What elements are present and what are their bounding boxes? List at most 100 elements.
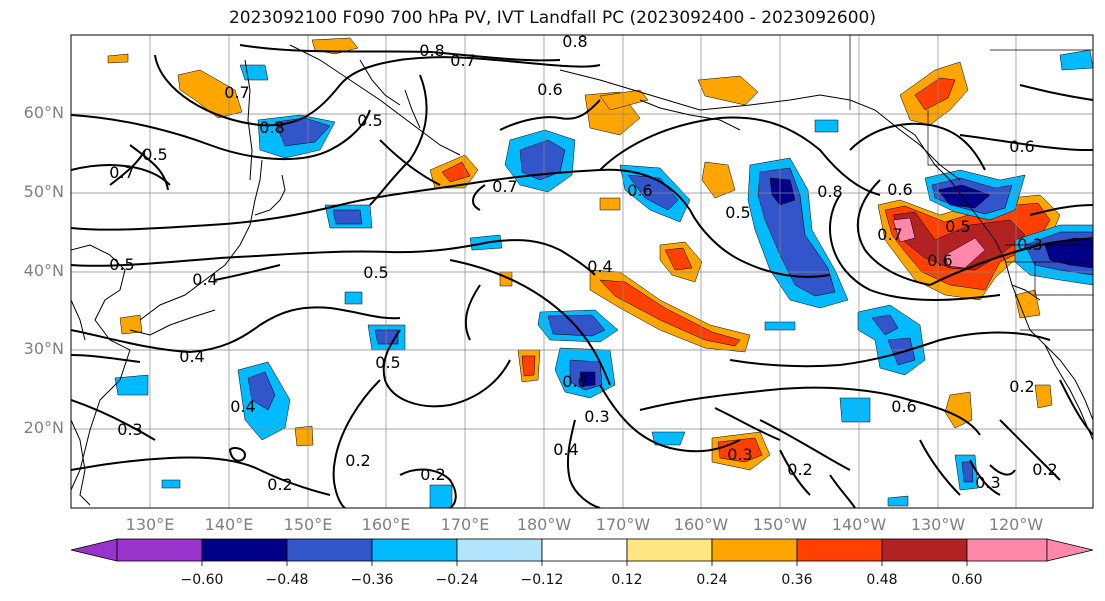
anomaly-positive — [944, 391, 973, 429]
lon-label: 170°E — [440, 515, 490, 534]
lon-label: 130°W — [910, 515, 966, 534]
lon-label: 140°W — [831, 515, 887, 534]
contour-label: 0.5 — [142, 145, 167, 164]
contour-label: 0.7 — [109, 163, 134, 182]
anomaly-negative — [887, 495, 909, 507]
anomaly-negative — [247, 371, 276, 411]
anomaly-negative — [651, 431, 686, 446]
contour-label: 0.2 — [1032, 460, 1057, 479]
colorbar-segment — [116, 538, 203, 562]
contour-label: 0.6 — [887, 180, 912, 199]
lon-label: 150°W — [752, 515, 808, 534]
contour-label: 0.6 — [627, 181, 652, 200]
contour-label: 0.3 — [975, 473, 1000, 492]
map-title: 2023092100 F090 700 hPa PV, IVT Landfall… — [228, 8, 876, 28]
colorbar-tick-label: −0.60 — [180, 572, 224, 588]
lon-label: 160°W — [673, 515, 729, 534]
anomaly-negative — [344, 291, 363, 305]
pv-contours — [71, 44, 1093, 508]
colorbar-segment — [881, 538, 968, 562]
contour-label: 0.5 — [945, 217, 970, 236]
colorbar-tick-label: −0.36 — [350, 572, 394, 588]
anomaly-positive — [697, 75, 759, 106]
lon-label: 180°W — [516, 515, 572, 534]
colorbar-segment — [711, 538, 798, 562]
political-borders — [849, 35, 1093, 331]
contour-label: 0.8 — [259, 118, 284, 137]
anomaly-positive — [599, 279, 741, 347]
contour-label: 0.2 — [420, 465, 445, 484]
anomaly-negative — [871, 314, 899, 336]
anomaly-negative — [1059, 49, 1093, 71]
colorbar-tick-label: 0.24 — [696, 572, 728, 588]
contour-label: 0.4 — [587, 257, 612, 276]
lat-label: 60°N — [23, 103, 64, 122]
anomaly-positive — [1034, 384, 1053, 409]
contour-label: 0.7 — [492, 177, 517, 196]
colorbar-segment — [371, 538, 458, 562]
contour-label: 0.4 — [553, 440, 578, 459]
anomaly-positive — [914, 77, 956, 111]
contour-label: 0.6 — [927, 251, 952, 270]
colorbar-segment — [626, 538, 713, 562]
anomaly-positive — [294, 425, 314, 447]
anomaly-positive — [944, 237, 986, 269]
contour-label: 0.7 — [224, 83, 249, 102]
contour-label: 0.7 — [450, 51, 475, 70]
colorbar-segment — [201, 538, 288, 562]
anomaly-positive — [599, 197, 621, 211]
colorbar-segment — [1046, 538, 1094, 562]
contour-label: 0.2 — [345, 451, 370, 470]
anomaly-negative — [332, 209, 363, 225]
anomaly-positive — [599, 89, 649, 111]
anomaly-negative — [769, 177, 796, 206]
contour-label: 0.5 — [725, 203, 750, 222]
anomaly-positive — [441, 161, 471, 183]
lon-label: 170°W — [595, 515, 651, 534]
colorbar-tick-label: −0.48 — [265, 572, 309, 588]
contour-label: 0.2 — [1009, 377, 1034, 396]
contour-label: 0.5 — [109, 255, 134, 274]
anomaly-negative — [239, 64, 269, 81]
pv-anomaly-shading — [107, 37, 1093, 508]
contour-label: 0.6 — [1009, 137, 1034, 156]
anomaly-negative — [961, 461, 974, 483]
lon-label: 140°E — [204, 515, 254, 534]
contour-label: 0.4 — [230, 397, 255, 416]
contour-label: 0.5 — [357, 111, 382, 130]
graticule — [71, 35, 1093, 508]
contour-label: 0.3 — [117, 420, 142, 439]
contour-label: 0.3 — [584, 407, 609, 426]
colorbar-tick-label: 0.36 — [781, 572, 813, 588]
lat-label: 50°N — [23, 182, 64, 201]
colorbar-tick-label: −0.12 — [520, 572, 564, 588]
lat-label: 20°N — [23, 418, 64, 437]
lon-label: 120°W — [988, 515, 1044, 534]
anomaly-positive — [177, 69, 243, 119]
contour-label: 0.8 — [817, 182, 842, 201]
anomaly-negative — [114, 374, 149, 396]
lat-label: 30°N — [23, 339, 64, 358]
anomaly-negative — [579, 371, 596, 387]
colorbar-segment — [541, 538, 628, 562]
contour-label: 0.6 — [562, 372, 587, 391]
anomaly-positive — [892, 217, 916, 243]
colorbar-segment — [796, 538, 883, 562]
contour-label: 0.7 — [877, 225, 902, 244]
colorbar-tick-label: 0.12 — [611, 572, 643, 588]
colorbar-segment — [286, 538, 373, 562]
contour-label: 0.8 — [419, 41, 444, 60]
lon-label: 160°E — [361, 515, 411, 534]
contour-label: 0.5 — [375, 353, 400, 372]
lon-label: 130°E — [125, 515, 175, 534]
anomaly-positive — [119, 314, 143, 335]
anomaly-positive — [521, 355, 536, 377]
colorbar-segment — [456, 538, 543, 562]
lon-label: 150°E — [283, 515, 333, 534]
anomaly-positive — [701, 161, 736, 199]
anomaly-negative — [429, 484, 453, 508]
contour-label: 0.4 — [192, 270, 217, 289]
colorbar-segment — [70, 538, 118, 562]
anomaly-negative — [1044, 237, 1093, 269]
